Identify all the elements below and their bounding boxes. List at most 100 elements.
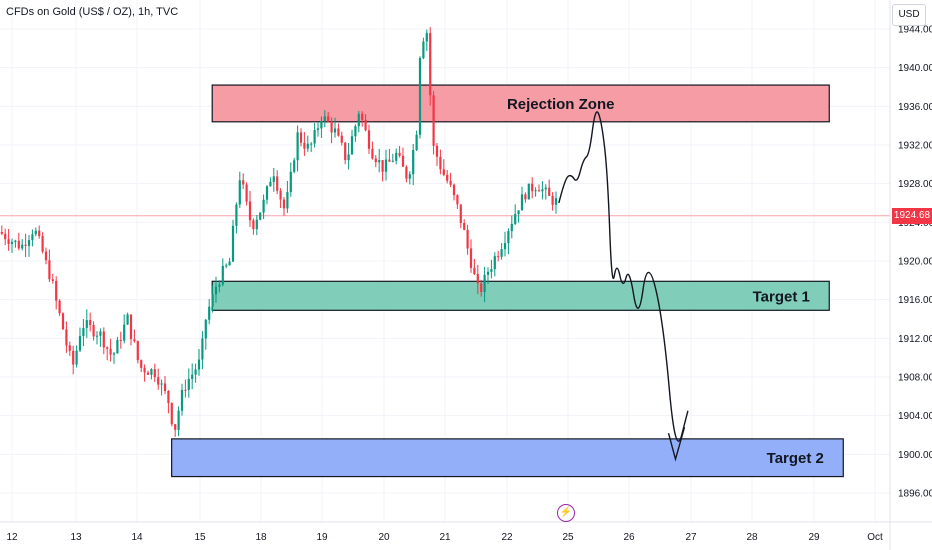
candle-body [534,190,537,192]
candle-body [58,300,61,314]
candle-body [388,159,391,162]
candle-body [34,230,37,235]
grid [0,0,890,522]
candle-body [150,369,153,375]
candle-body [218,284,221,287]
chart-title: CFDs on Gold (US$ / OZ), 1h, TVC [6,6,179,18]
candle-body [133,339,136,342]
candle-body [527,183,530,200]
candle-body [296,132,299,161]
candle-body [412,150,415,175]
candle-body [497,256,500,258]
x-tick-label: 14 [131,532,143,543]
candle-body [452,184,456,196]
candle-body [469,248,473,268]
candle-body [75,350,78,365]
y-tick-label: 1932.00 [898,141,932,152]
zone-label-1: Rejection Zone [507,96,615,113]
candle-body [272,176,275,182]
candle-body [306,143,309,149]
candle-body [425,33,428,42]
candle-body [4,233,7,240]
candle-body [123,324,126,341]
candle-body [459,204,462,224]
candle-body [177,410,180,430]
candle-body [41,236,44,252]
candle-body [191,374,194,379]
candle-body [201,338,204,360]
x-tick-label: 21 [439,532,451,543]
x-tick-label: 28 [746,532,758,543]
candle-body [347,154,350,161]
candle-body [225,265,228,267]
candle-body [68,345,71,351]
candle-body [473,267,476,275]
candle-body [102,331,105,348]
candle-body [106,347,109,349]
candles [0,27,558,437]
candle-body [333,128,337,133]
candle-body [303,142,306,149]
candle-body [361,113,364,120]
candle-body [95,335,99,337]
candle-body [395,152,398,161]
candle-body [320,121,323,129]
candle-body [401,155,405,167]
candle-body [48,260,51,280]
candle-body [408,174,411,179]
x-tick-label: 18 [255,532,267,543]
candle-body [327,116,330,122]
candle-body [289,171,292,192]
zone-2 [211,280,830,311]
candle-body [405,166,408,179]
candle-body [44,251,48,261]
candle-body [170,403,173,425]
candle-body [252,220,255,230]
candle-body [228,261,231,266]
currency-button[interactable]: USD [892,4,926,26]
candle-body [245,184,248,202]
candle-body [85,320,88,328]
y-tick-label: 1936.00 [898,102,932,113]
candle-body [418,57,422,135]
candle-body [415,134,418,151]
candle-body [371,148,374,159]
candle-body [184,389,187,391]
candle-body [476,274,479,284]
candle-body [89,320,92,325]
candle-body [112,353,116,355]
candle-body [480,283,483,293]
lightning-icon[interactable]: ⚡ [557,504,575,522]
y-tick-label: 1940.00 [898,63,932,74]
candle-body [422,41,425,58]
candle-body [259,212,262,220]
candle-body [157,377,160,385]
candle-body [21,244,24,249]
candle-body [435,145,439,157]
candle-body [442,169,445,175]
x-tick-label: 12 [6,532,18,543]
candle-body [310,143,313,145]
candle-body [126,314,129,325]
candle-body [493,256,496,270]
x-tick-label: 13 [70,532,82,543]
zone-label-2: Target 1 [753,288,810,305]
candle-body [313,130,316,144]
candle-body [17,240,20,249]
candle-body [55,280,58,301]
candle-body [136,341,139,361]
candle-body [235,204,238,226]
candle-body [197,359,201,370]
candle-body [78,336,82,351]
candle-body [330,121,333,133]
candle-body [163,383,167,391]
candle-body [524,194,527,200]
x-tick-label: 22 [501,532,513,543]
candle-body [282,199,286,209]
y-tick-label: 1912.00 [898,334,932,345]
candle-body [486,271,490,275]
candle-body [38,230,41,237]
x-tick-label: 26 [623,532,635,543]
